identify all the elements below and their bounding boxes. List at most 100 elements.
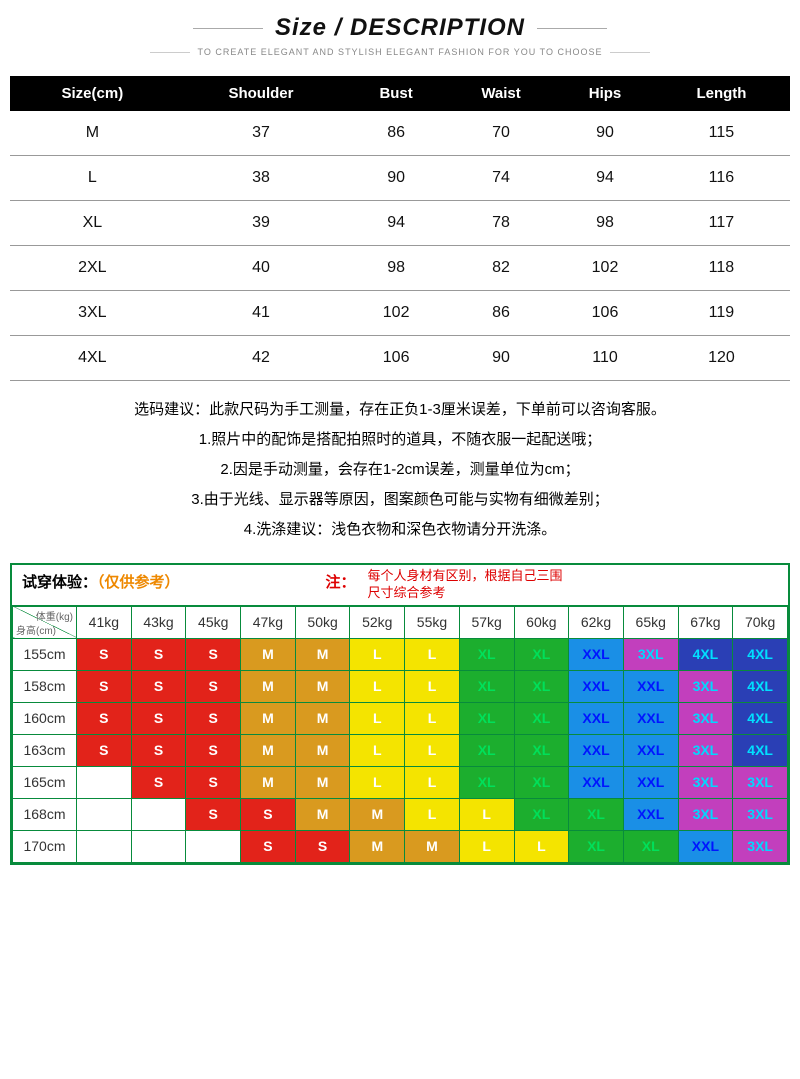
size-cell: 74 bbox=[445, 156, 557, 201]
fit-cell: XXL bbox=[623, 734, 678, 766]
size-col-header: Waist bbox=[445, 76, 557, 111]
fit-cell: M bbox=[295, 734, 350, 766]
fit-cell: S bbox=[131, 766, 186, 798]
fit-height-header: 158cm bbox=[13, 670, 77, 702]
fit-height-header: 163cm bbox=[13, 734, 77, 766]
size-cell: 70 bbox=[445, 111, 557, 156]
size-col-header: Shoulder bbox=[175, 76, 348, 111]
fit-cell: XL bbox=[459, 638, 514, 670]
fit-cell: S bbox=[131, 702, 186, 734]
size-col-header: Length bbox=[653, 76, 790, 111]
size-cell: 37 bbox=[175, 111, 348, 156]
fit-cell: M bbox=[405, 830, 460, 862]
fit-weight-header: 43kg bbox=[131, 606, 186, 638]
table-row: 4XL4210690110120 bbox=[10, 336, 790, 381]
fit-cell: S bbox=[241, 830, 296, 862]
fit-header: 试穿体验：（仅供参考） 注： 每个人身材有区别，根据自己三围尺寸综合参考 bbox=[12, 565, 788, 606]
note-line: 选码建议：此款尺码为手工测量，存在正负1-3厘米误差，下单前可以咨询客服。 bbox=[20, 395, 780, 425]
fit-title-b: （仅供参考） bbox=[97, 574, 180, 591]
fit-row: 170cmSSMMLLXLXLXXL3XL bbox=[13, 830, 788, 862]
fit-cell: XL bbox=[514, 798, 569, 830]
fit-cell: XXL bbox=[623, 766, 678, 798]
fit-cell: L bbox=[514, 830, 569, 862]
fit-row: 165cmSSMMLLXLXLXXLXXL3XL3XL bbox=[13, 766, 788, 798]
fit-cell bbox=[186, 830, 241, 862]
table-row: 2XL409882102118 bbox=[10, 246, 790, 291]
fit-title: 试穿体验：（仅供参考） bbox=[12, 565, 190, 605]
notes-block: 选码建议：此款尺码为手工测量，存在正负1-3厘米误差，下单前可以咨询客服。1.照… bbox=[20, 395, 780, 545]
fit-cell: XL bbox=[569, 830, 624, 862]
fit-cell bbox=[131, 798, 186, 830]
fit-cell: L bbox=[350, 702, 405, 734]
fit-cell: L bbox=[405, 798, 460, 830]
size-cell: 86 bbox=[347, 111, 445, 156]
size-col-header: Bust bbox=[347, 76, 445, 111]
fit-cell: L bbox=[350, 766, 405, 798]
size-cell: 2XL bbox=[10, 246, 175, 291]
fit-cell: L bbox=[405, 734, 460, 766]
fit-corner-cell: 体重(kg) 身高(cm) bbox=[13, 606, 77, 638]
size-cell: L bbox=[10, 156, 175, 201]
fit-weight-header: 57kg bbox=[459, 606, 514, 638]
fit-cell: M bbox=[295, 638, 350, 670]
fit-cell: M bbox=[241, 734, 296, 766]
header-title: Size / DESCRIPTION bbox=[181, 14, 619, 42]
size-cell: 98 bbox=[347, 246, 445, 291]
fit-cell: S bbox=[186, 702, 241, 734]
fit-cell: XL bbox=[569, 798, 624, 830]
fit-cell: 3XL bbox=[678, 766, 733, 798]
fit-cell: M bbox=[241, 638, 296, 670]
fit-cell: L bbox=[405, 670, 460, 702]
fit-cell: XL bbox=[514, 670, 569, 702]
fit-cell bbox=[77, 766, 132, 798]
fit-weight-header: 60kg bbox=[514, 606, 569, 638]
size-col-header: Hips bbox=[557, 76, 653, 111]
size-cell: 3XL bbox=[10, 291, 175, 336]
fit-table-header-row: 体重(kg) 身高(cm) 41kg43kg45kg47kg50kg52kg55… bbox=[13, 606, 788, 638]
fit-weight-header: 50kg bbox=[295, 606, 350, 638]
note-line: 1.照片中的配饰是搭配拍照时的道具，不随衣服一起配送哦； bbox=[20, 425, 780, 455]
fit-weight-header: 62kg bbox=[569, 606, 624, 638]
fit-cell: S bbox=[186, 734, 241, 766]
fit-cell bbox=[131, 830, 186, 862]
fit-weight-header: 52kg bbox=[350, 606, 405, 638]
fit-cell: M bbox=[350, 830, 405, 862]
size-cell: 40 bbox=[175, 246, 348, 291]
fit-weight-header: 41kg bbox=[77, 606, 132, 638]
size-cell: M bbox=[10, 111, 175, 156]
table-row: M37867090115 bbox=[10, 111, 790, 156]
fit-cell: S bbox=[77, 702, 132, 734]
size-cell: 41 bbox=[175, 291, 348, 336]
fit-cell: S bbox=[131, 638, 186, 670]
note-line: 4.洗涤建议：浅色衣物和深色衣物请分开洗涤。 bbox=[20, 515, 780, 545]
fit-cell: 3XL bbox=[733, 798, 788, 830]
note-line: 2.因是手动测量，会存在1-2cm误差，测量单位为cm； bbox=[20, 455, 780, 485]
fit-row: 158cmSSSMMLLXLXLXXLXXL3XL4XL bbox=[13, 670, 788, 702]
fit-cell: L bbox=[459, 798, 514, 830]
size-cell: 115 bbox=[653, 111, 790, 156]
fit-cell: XXL bbox=[569, 638, 624, 670]
fit-cell: 4XL bbox=[733, 670, 788, 702]
size-cell: 110 bbox=[557, 336, 653, 381]
fit-cell: S bbox=[77, 734, 132, 766]
fit-cell: XXL bbox=[623, 702, 678, 734]
fit-weight-header: 45kg bbox=[186, 606, 241, 638]
fit-cell: 3XL bbox=[733, 766, 788, 798]
fit-cell: 4XL bbox=[733, 734, 788, 766]
fit-row: 160cmSSSMMLLXLXLXXLXXL3XL4XL bbox=[13, 702, 788, 734]
fit-cell: S bbox=[186, 670, 241, 702]
fit-row: 168cmSSMMLLXLXLXXL3XL3XL bbox=[13, 798, 788, 830]
fit-cell: S bbox=[295, 830, 350, 862]
fit-cell: XXL bbox=[623, 670, 678, 702]
fit-title-a: 试穿体验： bbox=[22, 574, 97, 591]
fit-cell: S bbox=[131, 670, 186, 702]
size-cell: 94 bbox=[557, 156, 653, 201]
size-cell: 38 bbox=[175, 156, 348, 201]
fit-cell: S bbox=[186, 638, 241, 670]
size-cell: 98 bbox=[557, 201, 653, 246]
fit-cell: 4XL bbox=[733, 702, 788, 734]
fit-weight-header: 47kg bbox=[241, 606, 296, 638]
fit-cell: L bbox=[350, 638, 405, 670]
fit-cell: S bbox=[241, 798, 296, 830]
size-cell: 39 bbox=[175, 201, 348, 246]
